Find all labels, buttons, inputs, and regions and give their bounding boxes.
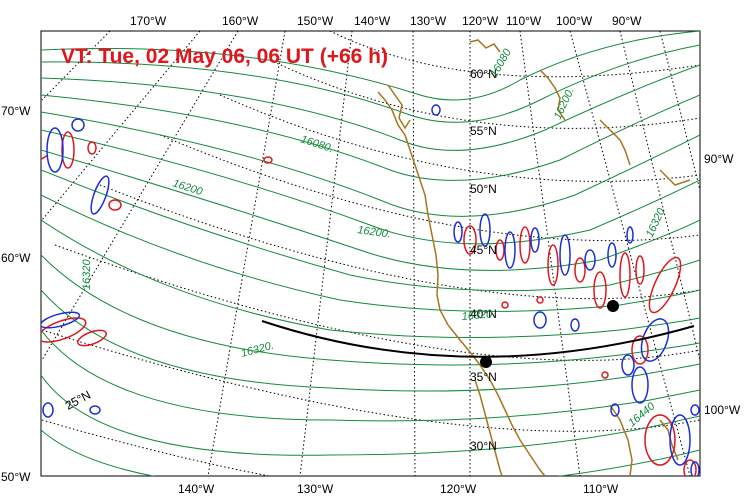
meridians <box>41 31 700 476</box>
bottom-lon-label: 130°W <box>297 482 334 496</box>
left-lon-label: 50°W <box>1 470 31 484</box>
top-lon-label: 160°W <box>222 14 259 28</box>
right-longitude-labels: 90°W 100°W <box>704 152 741 417</box>
top-lon-label: 90°W <box>612 14 642 28</box>
track-line <box>261 320 695 358</box>
top-lon-label: 150°W <box>297 14 334 28</box>
top-lon-label: 100°W <box>556 14 593 28</box>
lat-label: 35°N <box>470 370 497 384</box>
top-lon-label: 130°W <box>410 14 447 28</box>
negative-anomaly-contours <box>41 104 700 476</box>
lat-label: 55°N <box>470 124 497 138</box>
bottom-lon-label: 110°W <box>583 482 619 496</box>
lat-label: 40°N <box>470 307 497 321</box>
parallels <box>41 31 700 476</box>
lat-label: 45°N <box>470 243 497 257</box>
top-lon-label: 140°W <box>354 14 391 28</box>
top-lon-label: 170°W <box>130 14 167 28</box>
top-lon-label: 120°W <box>462 14 499 28</box>
lat-label: 60°N <box>470 67 497 81</box>
positive-anomaly-contours <box>41 131 697 476</box>
contour-label: 16320 <box>461 308 493 323</box>
coastline <box>377 39 691 476</box>
track-point-2[interactable] <box>607 300 619 312</box>
lat-label: 30°N <box>470 439 497 453</box>
top-lon-label: 110°W <box>506 14 542 28</box>
lat-label: 50°N <box>470 182 497 196</box>
right-lon-label: 100°W <box>704 403 741 417</box>
contour-label: 16200. <box>357 224 392 241</box>
right-lon-label: 90°W <box>704 152 734 166</box>
map-title: VT: Tue, 02 May 06, 06 UT (+66 h) <box>61 45 388 68</box>
left-lon-label: 60°W <box>1 251 31 265</box>
bottom-lon-label: 120°W <box>440 482 477 496</box>
bottom-longitude-labels: 140°W 130°W 120°W 110°W <box>178 482 619 496</box>
left-longitude-labels: 70°W 60°W 50°W <box>1 104 31 484</box>
contour-label: 16320. <box>81 256 93 290</box>
left-lon-label: 70°W <box>1 104 31 118</box>
track-point-1[interactable] <box>480 356 492 368</box>
top-longitude-labels: 170°W 160°W 150°W 140°W 130°W 120°W 110°… <box>130 14 642 28</box>
bottom-lon-label: 140°W <box>178 482 215 496</box>
